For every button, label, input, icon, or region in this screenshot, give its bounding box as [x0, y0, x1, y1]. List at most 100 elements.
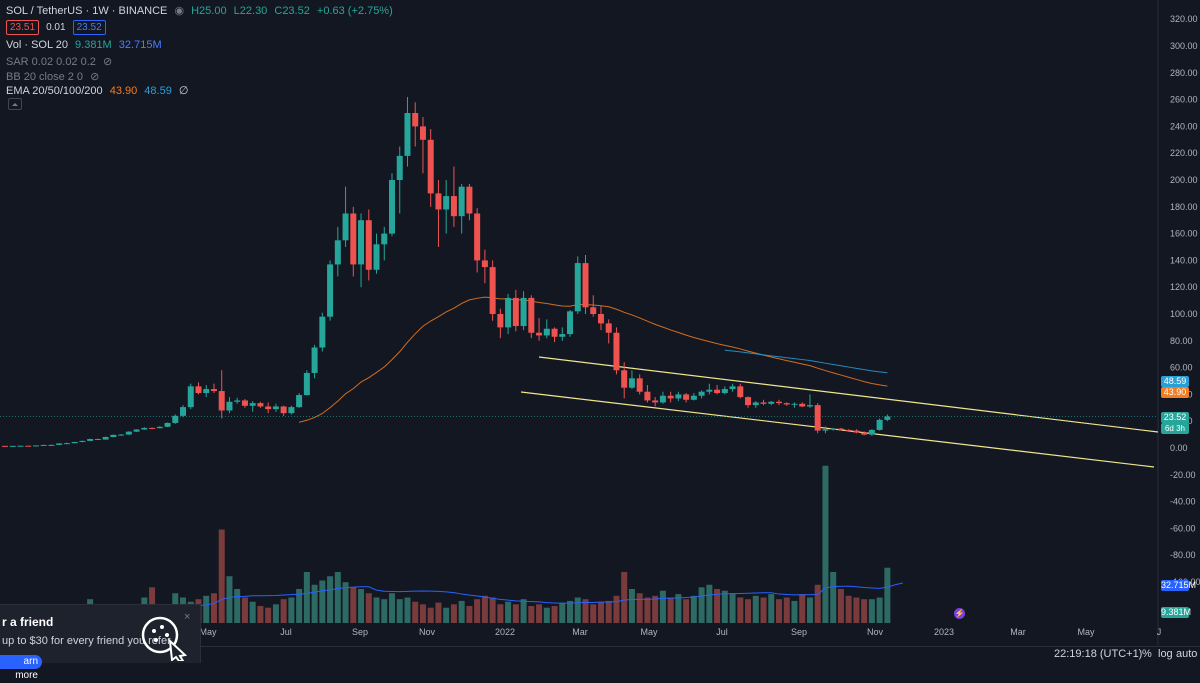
last-price-badge: 23.52: [1161, 412, 1189, 423]
candle-body: [350, 213, 357, 265]
auto-toggle[interactable]: auto: [1176, 648, 1198, 660]
volume-bar: [845, 595, 852, 623]
time-tick-label: J: [1157, 627, 1162, 637]
candle-body: [17, 445, 24, 447]
percent-toggle[interactable]: %: [1142, 648, 1152, 660]
volume-bar: [791, 600, 798, 623]
lightning-icon[interactable]: ⚡: [954, 608, 965, 619]
time-tick-label: May: [199, 627, 217, 637]
candle-body: [698, 391, 705, 396]
candle-body: [474, 213, 481, 261]
candle-body: [443, 196, 450, 210]
collapse-legend-button[interactable]: [8, 98, 22, 110]
ema-value-3: ∅: [178, 85, 189, 97]
channel-lower-line: [520, 391, 1155, 468]
volume-bar: [543, 607, 550, 623]
candle-body: [32, 445, 39, 447]
price-tick-label: 60.00: [1170, 363, 1193, 373]
volume-bar: [768, 594, 775, 623]
trend-channel: [0, 356, 1159, 468]
candlestick-chart[interactable]: 320.00 300.00 280.00 260.00 240.00 220.00 200.…: [0, 0, 1200, 662]
bid-ask-row: 23.51 0.01 23.52: [6, 20, 110, 35]
time-tick-label: Sep: [791, 627, 807, 637]
candle-body: [450, 196, 457, 217]
candle-body: [280, 406, 287, 414]
candle-body: [40, 444, 47, 446]
learn-more-button[interactable]: arn more: [0, 655, 42, 681]
price-tick-label: -20.00: [1170, 470, 1196, 480]
candle-body: [799, 403, 806, 407]
volume-bar: [760, 597, 767, 623]
candle-body: [164, 422, 171, 427]
candle-body: [249, 403, 256, 406]
price-tick-label: 280.00: [1170, 68, 1198, 78]
candle-body: [481, 260, 488, 268]
volume-bar: [272, 604, 279, 623]
price-axis: 320.00 300.00 280.00 260.00 240.00 220.00 200.…: [1170, 14, 1200, 587]
time-tick-label: Sep: [352, 627, 368, 637]
ema-legend[interactable]: EMA 20/50/100/200 43.90 48.59 ∅: [6, 84, 192, 97]
candle-body: [56, 443, 63, 445]
volume-bar: [474, 599, 481, 623]
candle-body: [853, 430, 860, 433]
symbol-title[interactable]: SOL / TetherUS · 1W · BINANCE: [6, 5, 168, 17]
candle-body: [234, 400, 241, 402]
price-tick-label: 200.00: [1170, 175, 1198, 185]
time-tick-label: May: [1077, 627, 1095, 637]
candle-body: [721, 389, 728, 394]
status-bar: 22:19:18 (UTC+1) % log auto: [0, 646, 1200, 663]
time-tick-label: Nov: [867, 627, 884, 637]
candle-body: [551, 328, 558, 337]
candle-body: [543, 328, 550, 336]
volume-bar: [652, 595, 659, 623]
volume-bar: [737, 597, 744, 623]
bb-legend[interactable]: BB 20 close 2 0 ⊘: [6, 70, 103, 83]
volume-bar: [427, 607, 434, 623]
volume-bar: [675, 594, 682, 623]
volume-bar: [528, 606, 535, 623]
candle-body: [241, 400, 248, 406]
volume-bar: [412, 601, 419, 623]
time-tick-label: May: [640, 627, 658, 637]
volume-bar: [551, 606, 558, 623]
candle-body: [683, 394, 690, 400]
candle-body: [94, 439, 101, 441]
sar-legend[interactable]: SAR 0.02 0.02 0.2 ⊘: [6, 55, 116, 68]
hidden-eye-icon[interactable]: ⊘: [102, 56, 113, 68]
sell-button[interactable]: 23.51: [6, 20, 40, 35]
volume-bar: [350, 587, 357, 623]
volume-bar: [745, 599, 752, 623]
price-tick-label: 220.00: [1170, 148, 1198, 158]
eye-icon[interactable]: ◉: [174, 5, 185, 17]
ohlc-close: C23.52: [274, 5, 310, 17]
volume-bar: [319, 580, 326, 623]
candle-body: [358, 220, 365, 265]
candle-body: [574, 263, 581, 312]
volume-bar: [799, 594, 806, 623]
volume-legend[interactable]: Vol · SOL 20 9.381M 32.715M: [6, 39, 166, 51]
buy-button[interactable]: 23.52: [72, 20, 106, 35]
hidden-eye-icon[interactable]: ⊘: [90, 71, 100, 83]
volume-bar: [218, 529, 225, 623]
volume-bar: [721, 590, 728, 623]
candle-body: [458, 186, 465, 217]
candle-body: [71, 441, 78, 444]
volume-bars: [2, 465, 891, 623]
candle-body: [203, 389, 210, 394]
price-tick-label: 0.00: [1170, 443, 1188, 453]
volume-bar: [574, 597, 581, 623]
volume-bar: [876, 597, 883, 623]
volume-bar: [327, 576, 334, 623]
candle-body: [311, 347, 318, 373]
candle-body: [334, 240, 341, 265]
promo-close-button[interactable]: ×: [184, 611, 191, 623]
volume-bar: [597, 601, 604, 623]
clock-time[interactable]: 22:19:18 (UTC+1): [1054, 648, 1143, 660]
candle-body: [125, 431, 132, 435]
candle-body: [505, 297, 512, 328]
log-toggle[interactable]: log: [1158, 648, 1173, 660]
candle-body: [327, 264, 334, 317]
candle-body: [427, 139, 434, 194]
candle-body: [149, 427, 156, 429]
candle-body: [644, 391, 651, 401]
